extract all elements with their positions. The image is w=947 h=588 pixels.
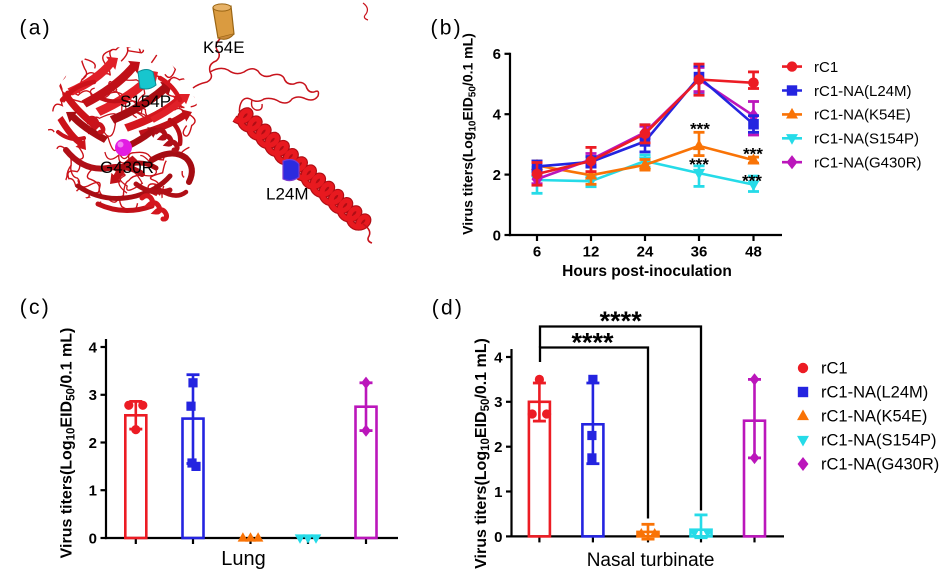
svg-text:12: 12	[583, 244, 600, 261]
svg-text:rC1-NA(L24M): rC1-NA(L24M)	[814, 83, 912, 100]
svg-text:rC1-NA(K54E): rC1-NA(K54E)	[814, 107, 911, 124]
svg-text:3: 3	[494, 394, 502, 411]
svg-text:Virus titers(Log10EID50/0.1 mL: Virus titers(Log10EID50/0.1 mL)	[473, 338, 492, 569]
svg-text:(b): (b)	[431, 17, 463, 40]
svg-text:2: 2	[494, 439, 502, 456]
svg-text:rC1-NA(G430R): rC1-NA(G430R)	[814, 155, 922, 172]
svg-text:0: 0	[89, 530, 97, 547]
svg-text:1: 1	[89, 483, 97, 500]
svg-text:rC1: rC1	[814, 59, 838, 76]
svg-text:***: ***	[690, 119, 710, 138]
svg-text:rC1-NA(G430R): rC1-NA(G430R)	[821, 456, 939, 474]
svg-text:6: 6	[533, 244, 541, 261]
svg-text:***: ***	[743, 145, 763, 164]
svg-text:****: ****	[600, 306, 643, 336]
svg-text:Virus titers(Log10EID50/0.1 mL: Virus titers(Log10EID50/0.1 mL)	[460, 33, 479, 235]
svg-text:6: 6	[493, 46, 501, 63]
svg-text:G430R: G430R	[100, 158, 154, 177]
svg-text:4: 4	[89, 339, 98, 356]
svg-text:0: 0	[493, 227, 501, 244]
svg-text:rC1-NA(L24M): rC1-NA(L24M)	[821, 384, 928, 402]
svg-text:(c): (c)	[20, 296, 51, 319]
svg-text:K54E: K54E	[203, 38, 245, 57]
svg-text:Nasal turbinate: Nasal turbinate	[587, 550, 715, 571]
svg-text:0: 0	[494, 529, 502, 546]
svg-text:rC1-NA(S154P): rC1-NA(S154P)	[814, 131, 919, 148]
svg-text:(d): (d)	[432, 297, 464, 320]
svg-text:rC1: rC1	[821, 360, 848, 378]
svg-text:rC1-NA(S154P): rC1-NA(S154P)	[821, 432, 937, 450]
svg-text:***: ***	[689, 155, 709, 174]
svg-text:(a): (a)	[20, 16, 52, 39]
svg-text:4: 4	[494, 349, 503, 366]
svg-text:S154P: S154P	[120, 92, 171, 111]
svg-text:3: 3	[89, 387, 97, 404]
svg-text:48: 48	[745, 244, 762, 261]
svg-text:24: 24	[637, 244, 654, 261]
svg-text:2: 2	[89, 435, 97, 452]
svg-text:Virus titers(Log10EID50/0.1 mL: Virus titers(Log10EID50/0.1 mL)	[59, 328, 78, 559]
svg-text:1: 1	[494, 484, 502, 501]
svg-text:36: 36	[691, 244, 708, 261]
svg-text:L24M: L24M	[266, 185, 309, 204]
svg-text:2: 2	[493, 167, 501, 184]
svg-text:Hours post-inoculation: Hours post-inoculation	[562, 263, 732, 280]
svg-text:Lung: Lung	[221, 548, 266, 570]
svg-text:***: ***	[742, 172, 762, 191]
svg-text:rC1-NA(K54E): rC1-NA(K54E)	[821, 408, 927, 426]
svg-text:****: ****	[571, 327, 614, 357]
svg-text:4: 4	[493, 107, 502, 124]
